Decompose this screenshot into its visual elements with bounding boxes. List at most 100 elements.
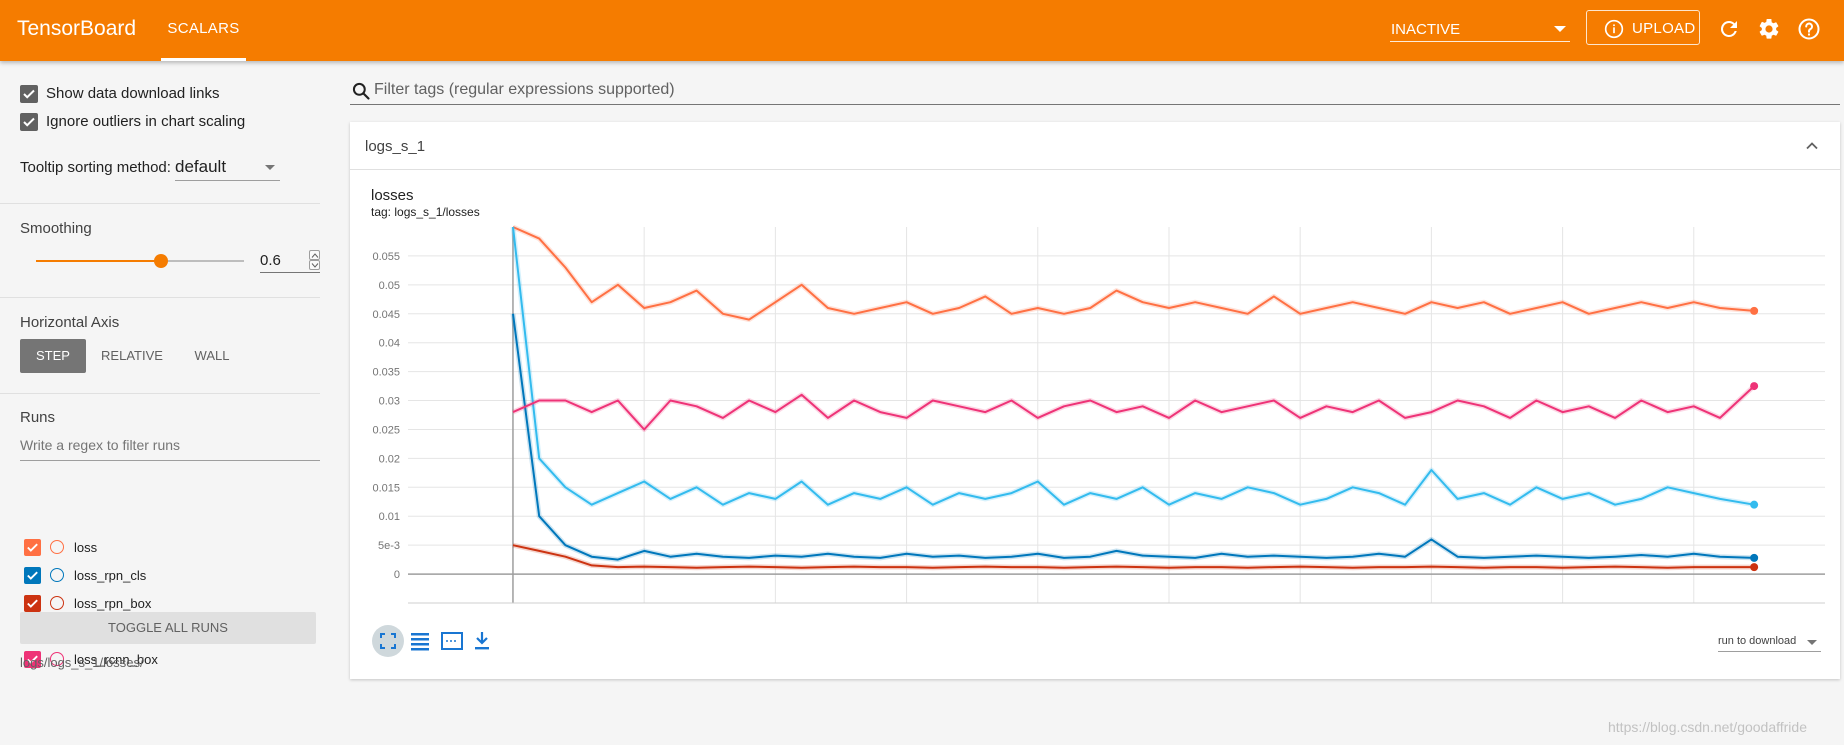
tab-active-indicator — [161, 58, 246, 61]
y-tick-label: 0.03 — [379, 396, 400, 408]
info-icon — [1604, 19, 1624, 39]
run-label: loss_rcnn_box — [74, 652, 158, 667]
axis-option-step[interactable]: STEP — [20, 339, 86, 373]
run-label: loss_rpn_cls — [74, 568, 147, 583]
tab-scalars-label: SCALARS — [167, 20, 240, 37]
watermark: https://blog.csdn.net/goodaffride — [1608, 719, 1807, 735]
y-tick-label: 0.04 — [379, 338, 400, 350]
run-item-loss-rpn-box[interactable]: loss_rpn_box — [24, 592, 314, 614]
checkbox-checked[interactable] — [20, 85, 38, 103]
run-color-circle-icon[interactable] — [50, 652, 64, 666]
chart-title: losses — [371, 187, 414, 204]
run-item-loss-rcnn-box[interactable]: loss_rcnn_box — [24, 648, 314, 670]
run-color-circle-icon[interactable] — [50, 540, 64, 554]
check-icon — [23, 89, 35, 99]
y-tick-label: 0.045 — [372, 309, 400, 321]
smoothing-slider[interactable] — [36, 254, 244, 268]
smoothing-value-input[interactable]: 0.6 — [260, 248, 320, 273]
chart-tag: tag: logs_s_1/losses — [371, 205, 480, 219]
run-checkbox[interactable] — [24, 595, 41, 612]
toggle-all-runs-button[interactable]: TOGGLE ALL RUNS — [20, 612, 316, 644]
runs-title: Runs — [20, 409, 56, 426]
collapse-icon[interactable] — [1804, 138, 1820, 154]
settings-icon[interactable] — [1757, 17, 1781, 41]
app-title: TensorBoard — [17, 17, 137, 40]
run-to-download-dropdown[interactable]: run to download — [1718, 634, 1821, 652]
series-line-loss-rpn-cls[interactable] — [512, 313, 1755, 561]
check-icon — [27, 571, 38, 580]
divider — [350, 169, 1840, 170]
y-tick-label: 0.05 — [379, 280, 400, 292]
upload-button[interactable]: UPLOAD — [1586, 10, 1700, 45]
smoothing-value: 0.6 — [260, 252, 281, 269]
spin-down-icon[interactable] — [309, 260, 320, 270]
tab-scalars[interactable]: SCALARS — [161, 0, 246, 61]
series-endpoint-loss-rcnn-cls[interactable] — [1750, 500, 1759, 509]
chevron-down-icon — [265, 165, 275, 170]
tag-filter[interactable] — [350, 79, 1840, 105]
top-app-bar: TensorBoard SCALARS INACTIVE UPLOAD — [0, 0, 1844, 61]
y-tick-label: 0.035 — [372, 367, 400, 379]
series-line-loss-rcnn-cls[interactable] — [512, 226, 1755, 506]
y-tick-label: 0.02 — [379, 453, 400, 465]
spin-up-icon[interactable] — [309, 250, 320, 260]
runs-filter-field[interactable] — [20, 435, 320, 461]
smoothing-slider-handle[interactable] — [153, 254, 168, 268]
series-endpoint-loss-rcnn-box[interactable] — [1750, 382, 1759, 391]
axis-option-wall[interactable]: WALL — [194, 348, 230, 363]
chevron-down-icon — [1807, 640, 1817, 645]
y-tick-label: 5e-3 — [378, 540, 400, 552]
tag-group-card: logs_s_1 losses tag: logs_s_1/losses 0 5e… — [350, 122, 1840, 679]
y-tick-label: 0.015 — [372, 482, 400, 494]
axis-option-relative[interactable]: RELATIVE — [101, 348, 163, 363]
series-raw-line-loss-rpn-cls — [510, 313, 1755, 563]
run-checkbox[interactable] — [24, 567, 41, 584]
run-checkbox[interactable] — [24, 539, 41, 556]
ignore-outliers-label: Ignore outliers in chart scaling — [46, 113, 246, 130]
show-download-links-label: Show data download links — [46, 85, 220, 102]
download-icon[interactable] — [468, 627, 496, 655]
help-icon[interactable] — [1797, 17, 1821, 41]
smoothing-title: Smoothing — [20, 220, 92, 237]
check-icon — [27, 655, 38, 664]
series-line-loss-rpn-box[interactable] — [512, 544, 1755, 569]
upload-label: UPLOAD — [1632, 20, 1696, 37]
tag-filter-input[interactable] — [374, 81, 1774, 99]
series-endpoint-loss-rpn-box[interactable] — [1750, 563, 1759, 572]
toggle-y-log-icon[interactable] — [406, 627, 434, 655]
run-checkbox[interactable] — [24, 651, 41, 668]
losses-chart[interactable]: 0 5e-3 0.01 0.015 0.02 0.025 0.03 0.035 0.04 0.04… — [350, 122, 1840, 622]
y-tick-label: 0.01 — [379, 511, 400, 523]
inactive-plugins-dropdown[interactable]: INACTIVE — [1390, 18, 1570, 42]
run-item-loss-rpn-cls[interactable]: loss_rpn_cls — [24, 564, 314, 586]
divider — [0, 297, 320, 298]
fit-domain-icon[interactable] — [438, 627, 466, 655]
fullscreen-icon[interactable] — [372, 625, 404, 657]
series-endpoint-loss[interactable] — [1750, 306, 1759, 315]
checkbox-checked[interactable] — [20, 113, 38, 131]
series-raw-line-loss-rcnn-cls — [510, 226, 1755, 508]
chevron-down-icon — [1554, 26, 1566, 32]
series-raw-line-loss — [511, 224, 1755, 323]
log-directory: logs/logs_s_1/losses/ — [20, 655, 144, 670]
divider — [0, 393, 320, 394]
tag-group-title: logs_s_1 — [365, 138, 426, 155]
divider — [0, 203, 320, 204]
check-icon — [23, 117, 35, 127]
series-endpoint-loss-rpn-cls[interactable] — [1750, 553, 1759, 562]
series-line-loss[interactable] — [512, 226, 1755, 321]
run-color-circle-icon[interactable] — [50, 596, 64, 610]
tooltip-sorting-dropdown[interactable]: default — [175, 155, 280, 181]
refresh-icon[interactable] — [1717, 17, 1741, 41]
check-icon — [27, 543, 38, 552]
sidebar: Show data download links Ignore outliers… — [0, 61, 320, 745]
y-tick-label: 0.025 — [372, 424, 400, 436]
runs-filter-input[interactable] — [20, 437, 310, 453]
run-label: loss_rpn_box — [74, 596, 152, 611]
run-item-loss[interactable]: loss — [24, 536, 314, 558]
search-icon — [352, 82, 370, 100]
check-icon — [27, 599, 38, 608]
series-line-loss-rcnn-box[interactable] — [512, 385, 1755, 431]
tooltip-sorting-label: Tooltip sorting method: — [20, 159, 171, 176]
run-color-circle-icon[interactable] — [50, 568, 64, 582]
